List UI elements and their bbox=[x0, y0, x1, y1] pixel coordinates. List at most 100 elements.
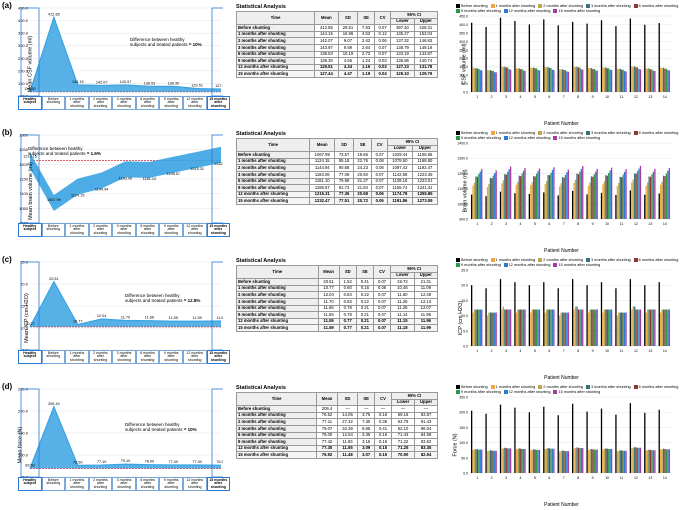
svg-text:1300.0: 1300.0 bbox=[457, 157, 468, 161]
svg-text:900.0: 900.0 bbox=[459, 218, 468, 222]
bar-legend: Before shunting1 months after shunting2 … bbox=[456, 131, 679, 140]
svg-text:11.70: 11.70 bbox=[121, 316, 130, 320]
svg-text:3: 3 bbox=[505, 222, 507, 226]
stats-title: Statistical Analysis bbox=[236, 385, 438, 391]
svg-text:1215.31: 1215.31 bbox=[190, 167, 204, 171]
x-categories: Healthy subjectBefore shunting1 months a… bbox=[18, 223, 230, 237]
svg-text:7: 7 bbox=[563, 349, 565, 353]
svg-text:4: 4 bbox=[520, 95, 522, 99]
svg-text:5: 5 bbox=[534, 222, 536, 226]
svg-text:50.0: 50.0 bbox=[461, 456, 468, 460]
ylabel: Mean CSF volume (ml) bbox=[27, 35, 33, 92]
svg-text:10.77: 10.77 bbox=[73, 320, 83, 324]
svg-text:13: 13 bbox=[648, 476, 652, 480]
svg-text:13: 13 bbox=[648, 95, 652, 99]
line-chart-d: Mean force (N)50.0100.0150.0200.0250.069… bbox=[0, 381, 232, 508]
svg-text:10: 10 bbox=[605, 349, 609, 353]
stats-title: Statistical Analysis bbox=[236, 4, 438, 10]
svg-text:200.0: 200.0 bbox=[18, 409, 29, 414]
svg-text:1: 1 bbox=[476, 222, 478, 226]
svg-text:9: 9 bbox=[592, 222, 594, 226]
svg-text:20.0: 20.0 bbox=[20, 282, 29, 287]
svg-text:20.51: 20.51 bbox=[49, 277, 59, 281]
bar-svg: 0.05.010.015.020.025.0123456789101112131… bbox=[456, 268, 674, 354]
svg-text:142.07: 142.07 bbox=[96, 80, 108, 84]
svg-text:127.44: 127.44 bbox=[215, 84, 223, 88]
svg-text:450.0: 450.0 bbox=[459, 15, 468, 19]
diff-label: Difference between healthysubjects and t… bbox=[28, 147, 101, 157]
svg-text:14: 14 bbox=[663, 476, 667, 480]
line-svg: 100.0150.0200.0250.0300.0350.0400.0450.0… bbox=[18, 4, 223, 96]
diff-label: Difference between healthysubjects and t… bbox=[125, 423, 197, 433]
diff-label: Difference between healthysubjects and t… bbox=[125, 294, 200, 304]
svg-text:3: 3 bbox=[505, 476, 507, 480]
svg-text:1198.57: 1198.57 bbox=[167, 172, 180, 176]
svg-text:143.97: 143.97 bbox=[120, 80, 132, 84]
x-categories: Healthy subjectBefore shunting1 months a… bbox=[18, 96, 230, 110]
bar-ylabel: Force (N) bbox=[453, 433, 459, 456]
svg-text:10: 10 bbox=[605, 476, 609, 480]
svg-text:6: 6 bbox=[548, 476, 550, 480]
svg-text:400.0: 400.0 bbox=[18, 18, 29, 23]
bar-svg: 0.050.0100.0150.0200.0250.0300.0350.0400… bbox=[456, 14, 674, 100]
svg-text:1183.06: 1183.06 bbox=[119, 176, 132, 180]
stats-table-a: Statistical AnalysisTimeMeanSDSECV95% CI… bbox=[232, 0, 442, 127]
bar-legend: Before shunting1 months after shunting2 … bbox=[456, 258, 679, 267]
bar-svg: 900.01000.01100.01200.01300.01400.012345… bbox=[456, 141, 674, 227]
line-chart-b: Mean brain volume (ml)100010501100115012… bbox=[0, 127, 232, 254]
svg-text:76.90: 76.90 bbox=[216, 460, 223, 464]
svg-text:9: 9 bbox=[592, 95, 594, 99]
svg-text:12: 12 bbox=[634, 476, 638, 480]
svg-text:350.0: 350.0 bbox=[459, 31, 468, 35]
svg-text:7: 7 bbox=[563, 476, 565, 480]
svg-text:2: 2 bbox=[491, 349, 493, 353]
svg-text:4: 4 bbox=[520, 222, 522, 226]
svg-text:77.10: 77.10 bbox=[97, 460, 107, 464]
svg-text:11: 11 bbox=[620, 95, 624, 99]
svg-text:129.51: 129.51 bbox=[191, 84, 203, 88]
svg-text:12: 12 bbox=[634, 95, 638, 99]
svg-text:100.0: 100.0 bbox=[459, 441, 468, 445]
svg-text:209.40: 209.40 bbox=[48, 402, 60, 406]
svg-text:412.85: 412.85 bbox=[48, 12, 60, 16]
ylabel: Mean force (N) bbox=[17, 426, 23, 463]
diff-label: Difference between healthysubjects and t… bbox=[130, 38, 202, 48]
svg-text:138.30: 138.30 bbox=[167, 81, 179, 85]
svg-text:1: 1 bbox=[476, 95, 478, 99]
svg-text:14: 14 bbox=[663, 349, 667, 353]
stats-table-b: Statistical AnalysisTimeMeanSDSECV95% CI… bbox=[232, 127, 442, 254]
svg-text:8: 8 bbox=[577, 476, 579, 480]
svg-text:200.0: 200.0 bbox=[459, 411, 468, 415]
svg-text:79.10: 79.10 bbox=[121, 459, 131, 463]
line-svg: 10001050110011501200125013001213.151067.… bbox=[18, 131, 223, 223]
x-categories: Healthy subjectBefore shunting1 months a… bbox=[18, 350, 230, 364]
bar-xlabel: Patient Number bbox=[544, 502, 579, 508]
bar-ylabel: ICP (cm H2O) bbox=[458, 300, 464, 334]
bar-chart-c: ICP (cm H2O) Before shunting1 months afte… bbox=[442, 254, 681, 381]
svg-text:0.0: 0.0 bbox=[463, 345, 468, 349]
svg-text:12.04: 12.04 bbox=[97, 314, 107, 318]
svg-text:1: 1 bbox=[476, 476, 478, 480]
svg-text:4: 4 bbox=[520, 476, 522, 480]
svg-text:6: 6 bbox=[548, 349, 550, 353]
svg-text:1181.10: 1181.10 bbox=[143, 177, 156, 181]
svg-text:13: 13 bbox=[648, 222, 652, 226]
svg-text:150.0: 150.0 bbox=[459, 426, 468, 430]
svg-text:11.55: 11.55 bbox=[169, 316, 178, 320]
svg-text:1124.15: 1124.15 bbox=[71, 194, 84, 198]
line-svg: 5.010.015.020.025.010.2720.5110.7712.041… bbox=[18, 258, 223, 350]
svg-text:13: 13 bbox=[648, 349, 652, 353]
stats-title: Statistical Analysis bbox=[236, 131, 438, 137]
svg-text:6: 6 bbox=[548, 222, 550, 226]
svg-text:138.53: 138.53 bbox=[144, 81, 156, 85]
svg-text:1232.47: 1232.47 bbox=[214, 162, 223, 166]
bar-legend: Before shunting1 months after shunting2 … bbox=[456, 4, 679, 13]
svg-text:3: 3 bbox=[505, 349, 507, 353]
x-categories: Healthy subjectBefore shunting1 months a… bbox=[18, 477, 230, 491]
stats-table-d: Statistical AnalysisTimeMeanSDSECV95% CI… bbox=[232, 381, 442, 508]
svg-text:14: 14 bbox=[663, 95, 667, 99]
bar-svg: 0.050.0100.0150.0200.0250.01234567891011… bbox=[456, 395, 674, 481]
svg-text:7: 7 bbox=[563, 222, 565, 226]
svg-text:400.0: 400.0 bbox=[459, 23, 468, 27]
svg-text:8: 8 bbox=[577, 349, 579, 353]
